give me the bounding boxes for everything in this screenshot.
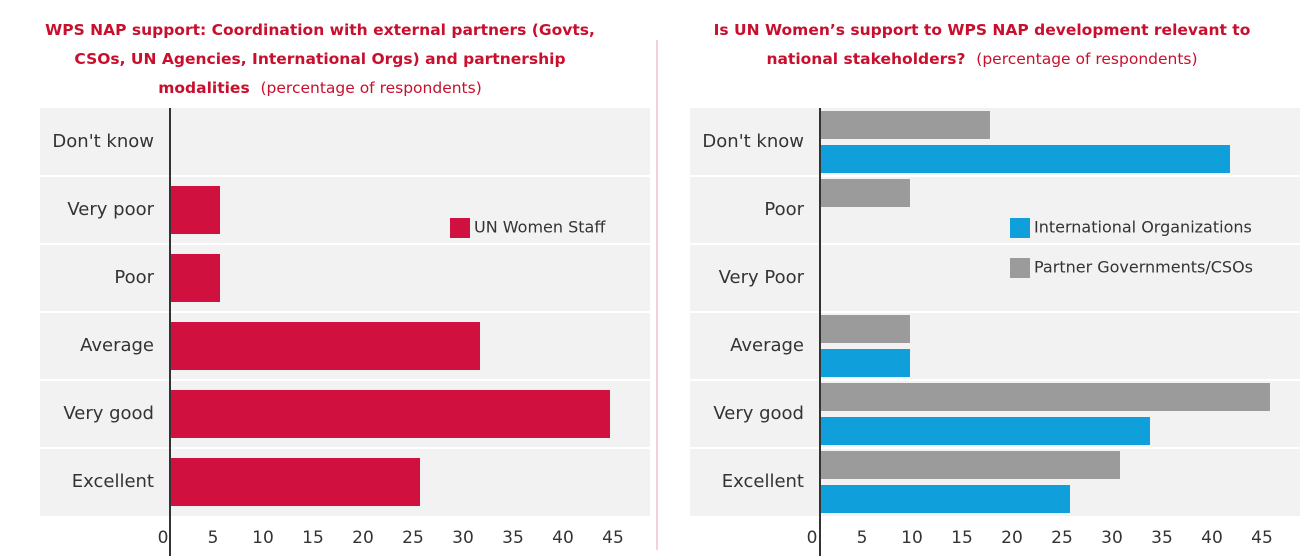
chart-title: modalities (percentage of respondents) xyxy=(158,79,482,97)
legend-swatch xyxy=(1010,218,1030,238)
category-label: Very poor xyxy=(67,199,154,220)
category-label: Excellent xyxy=(722,471,804,492)
x-tick-label: 25 xyxy=(402,528,424,548)
bar xyxy=(170,322,480,370)
title-line: CSOs, UN Agencies, International Orgs) a… xyxy=(74,50,565,68)
x-tick-label: 30 xyxy=(452,528,474,548)
x-tick-label: 5 xyxy=(857,528,868,548)
x-tick-label: 10 xyxy=(252,528,274,548)
chart-subtitle: (percentage of respondents) xyxy=(976,50,1197,68)
x-tick-label: 35 xyxy=(502,528,524,548)
x-tick-label: 20 xyxy=(1001,528,1023,548)
category-label: Poor xyxy=(114,267,154,288)
bar xyxy=(820,383,1270,411)
x-tick-label: 15 xyxy=(302,528,324,548)
legend-label: UN Women Staff xyxy=(474,218,606,237)
chart-title: Is UN Women’s support to WPS NAP develop… xyxy=(714,21,1251,39)
x-tick-label: 45 xyxy=(602,528,624,548)
space xyxy=(965,50,976,68)
bar xyxy=(820,111,990,139)
x-tick-label: 25 xyxy=(1051,528,1073,548)
bar xyxy=(170,186,220,234)
x-tick-label: 20 xyxy=(352,528,374,548)
category-label: Excellent xyxy=(72,471,154,492)
title-line: Is UN Women’s support to WPS NAP develop… xyxy=(714,21,1251,39)
category-label: Don't know xyxy=(52,131,154,152)
x-tick-label: 45 xyxy=(1251,528,1273,548)
category-label: Don't know xyxy=(702,131,804,152)
x-tick-label: 0 xyxy=(158,528,169,548)
x-tick-label: 30 xyxy=(1101,528,1123,548)
bar xyxy=(820,315,910,343)
legend-swatch xyxy=(1010,258,1030,278)
bar xyxy=(820,417,1150,445)
legend-label: Partner Governments/CSOs xyxy=(1034,258,1253,277)
x-tick-label: 35 xyxy=(1151,528,1173,548)
legend-label: International Organizations xyxy=(1034,218,1252,237)
x-tick-label: 5 xyxy=(208,528,219,548)
x-tick-label: 40 xyxy=(552,528,574,548)
bar xyxy=(820,145,1230,173)
title-line: modalities xyxy=(158,79,249,97)
chart-title: WPS NAP support: Coordination with exter… xyxy=(45,21,595,39)
title-line: national stakeholders? xyxy=(766,50,965,68)
bar xyxy=(170,390,610,438)
bar xyxy=(170,254,220,302)
x-tick-label: 15 xyxy=(951,528,973,548)
category-label: Very Poor xyxy=(719,267,805,288)
x-tick-label: 0 xyxy=(807,528,818,548)
category-label: Poor xyxy=(764,199,804,220)
chart-title: CSOs, UN Agencies, International Orgs) a… xyxy=(74,50,565,68)
chart-title: national stakeholders? (percentage of re… xyxy=(766,50,1197,68)
bar xyxy=(820,485,1070,513)
title-line: WPS NAP support: Coordination with exter… xyxy=(45,21,595,39)
x-tick-label: 40 xyxy=(1201,528,1223,548)
category-label: Average xyxy=(80,335,154,356)
bar xyxy=(820,349,910,377)
x-tick-label: 10 xyxy=(901,528,923,548)
category-label: Very good xyxy=(713,403,804,424)
bar xyxy=(820,451,1120,479)
legend-swatch xyxy=(450,218,470,238)
space xyxy=(250,79,261,97)
bar xyxy=(820,179,910,207)
bar xyxy=(170,458,420,506)
category-label: Very good xyxy=(63,403,154,424)
category-label: Average xyxy=(730,335,804,356)
chart-subtitle: (percentage of respondents) xyxy=(260,79,481,97)
